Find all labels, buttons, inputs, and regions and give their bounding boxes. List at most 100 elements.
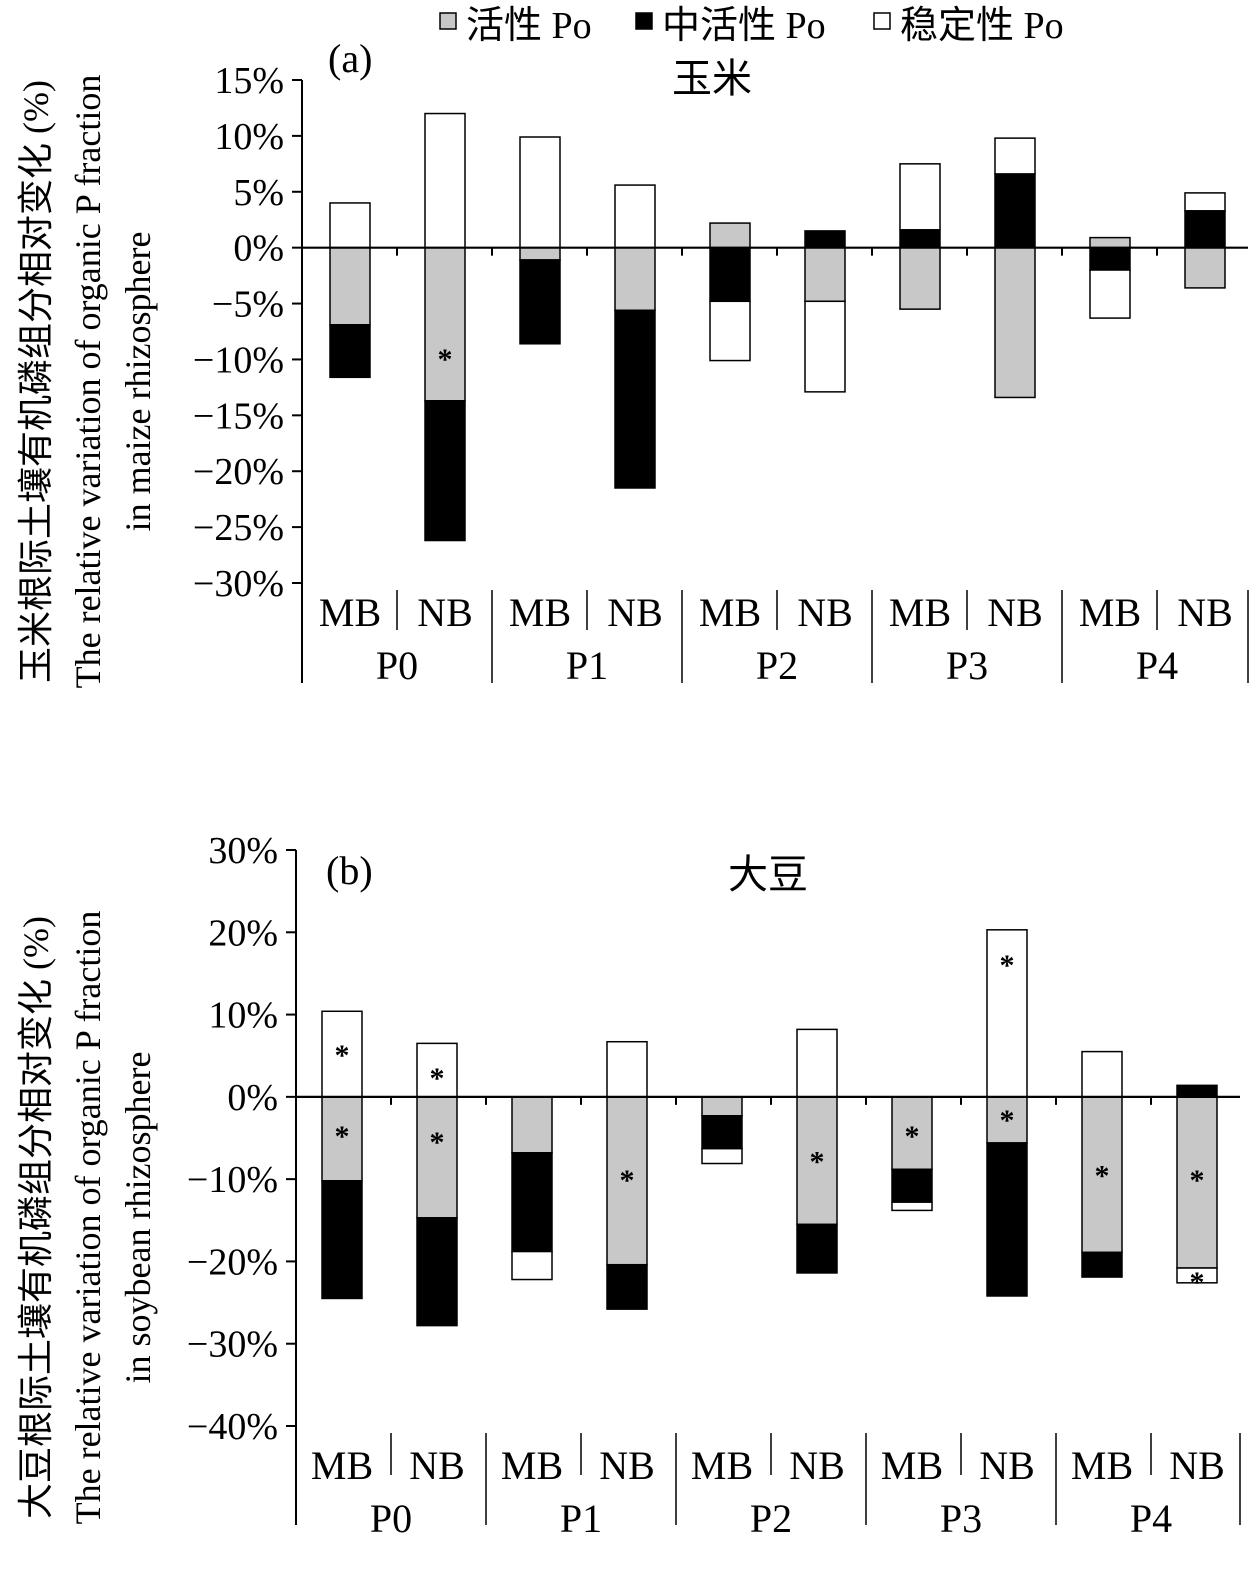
y-axis-label-line-1: The relative variation of organic P frac… (68, 911, 108, 1525)
sub-label-mb-3: MB (889, 590, 951, 635)
bar-stable-po-0 (321, 1010, 363, 1098)
panel-maize: 15% 10% 5% 0% −5% −10% −15% −20% −25% −30% MB NB P0 M… (16, 36, 1249, 689)
bar-moderate-po-1 (416, 1217, 458, 1327)
bar-stable-po-9 (1184, 192, 1226, 212)
bar-active-po-2 (511, 1096, 553, 1154)
group-label-1: P1 (566, 643, 608, 688)
group-label-3: P3 (940, 1496, 982, 1541)
significance-star-7: * (810, 1146, 825, 1179)
bar-active-po-6 (899, 246, 941, 310)
bar-stable-po-6 (899, 163, 941, 231)
significance-star-1: * (438, 485, 453, 518)
bar-stable-po-2 (519, 136, 561, 249)
y-tick-label-4: −10% (187, 1159, 278, 1201)
y-tick-label-5: −10% (193, 339, 284, 381)
significance-star-0: * (335, 1039, 350, 1072)
bar-active-po-4 (709, 222, 751, 249)
sub-label-mb-0: MB (319, 590, 381, 635)
y-tick-label-2: 5% (233, 172, 284, 214)
y-tick-label-2: 10% (208, 995, 278, 1037)
bar-moderate-po-7 (986, 1142, 1028, 1297)
panel-subtitle: 玉米 (672, 56, 752, 101)
bar-stable-po-3 (614, 184, 656, 249)
legend-swatch-active-po (439, 12, 457, 30)
sub-label-mb-2: MB (699, 590, 761, 635)
bar-moderate-po-7 (994, 173, 1036, 249)
bar-active-po-7 (994, 246, 1036, 399)
bar-stable-po-4 (701, 1147, 743, 1165)
y-axis-label-line-0: 玉米根际土壤有机磷组分相对变化 (%) (16, 80, 56, 683)
y-axis-label-line-2: in soybean rhizosphere (118, 1052, 158, 1384)
bar-moderate-po-0 (329, 324, 371, 379)
y-tick-label-8: −25% (193, 507, 284, 549)
group-label-2: P2 (756, 643, 798, 688)
significance-star-6: * (620, 1164, 635, 1197)
group-label-0: P0 (370, 1496, 412, 1541)
y-tick-label-9: −30% (193, 563, 284, 605)
bar-moderate-po-6 (899, 229, 941, 249)
sub-label-mb-4: MB (1071, 1443, 1133, 1488)
y-tick-label-5: −20% (187, 1241, 278, 1283)
bar-active-po-7 (986, 1096, 1028, 1144)
bar-moderate-po-0 (321, 1180, 363, 1300)
legend-label-moderate-po: 中活性 Po (662, 5, 826, 47)
bar-moderate-po-1 (424, 400, 466, 542)
significance-star-13: * (1190, 1164, 1205, 1197)
bar-active-po-3 (614, 246, 656, 312)
group-label-4: P4 (1130, 1496, 1172, 1541)
group-label-3: P3 (946, 643, 988, 688)
y-tick-label-7: −20% (193, 451, 284, 493)
significance-star-11: * (1000, 1240, 1015, 1273)
bar-stable-po-5 (804, 300, 846, 393)
bar-active-po-9 (1176, 1096, 1218, 1269)
y-tick-label-0: 15% (214, 60, 284, 102)
sub-label-nb-4: NB (1177, 590, 1233, 635)
y-tick-label-4: −5% (212, 284, 284, 326)
legend-label-active-po: 活性 Po (466, 5, 592, 47)
sub-label-nb-0: NB (409, 1443, 465, 1488)
significance-star-0: * (438, 343, 453, 376)
bar-moderate-po-8 (1089, 246, 1131, 271)
bar-active-po-8 (1089, 236, 1131, 249)
bar-active-po-8 (1081, 1096, 1123, 1254)
bar-active-po-4 (701, 1096, 743, 1117)
bar-stable-po-1 (416, 1042, 458, 1098)
bar-moderate-po-4 (701, 1115, 743, 1150)
bar-active-po-1 (416, 1096, 458, 1219)
legend-swatch-stable-po (873, 12, 891, 30)
legend-swatch-moderate-po (635, 12, 653, 30)
bar-stable-po-8 (1089, 269, 1131, 319)
significance-star-1: * (335, 1120, 350, 1153)
bar-active-po-6 (891, 1096, 933, 1171)
sub-label-mb-1: MB (501, 1443, 563, 1488)
significance-star-9: * (1000, 949, 1015, 982)
sub-label-nb-3: NB (987, 590, 1043, 635)
y-tick-label-3: 0% (227, 1077, 278, 1119)
sub-label-nb-0: NB (417, 590, 473, 635)
bar-active-po-1 (424, 246, 466, 402)
significance-star-3: * (430, 1062, 445, 1095)
sub-label-mb-1: MB (509, 590, 571, 635)
panel-subtitle: 大豆 (728, 852, 808, 897)
sub-label-mb-3: MB (881, 1443, 943, 1488)
y-axis-label-line-1: The relative variation of organic P frac… (68, 75, 108, 689)
bar-moderate-po-5 (796, 1223, 838, 1274)
significance-star-2: * (335, 1243, 350, 1276)
bar-active-po-2 (519, 246, 561, 261)
bar-moderate-po-3 (606, 1263, 648, 1310)
bar-active-po-5 (796, 1096, 838, 1226)
bar-stable-po-7 (986, 929, 1028, 1098)
significance-star-5: * (430, 1260, 445, 1293)
y-tick-label-1: 10% (214, 116, 284, 158)
y-tick-label-3: 0% (233, 228, 284, 270)
bar-stable-po-2 (511, 1250, 553, 1281)
sub-label-mb-0: MB (311, 1443, 373, 1488)
bar-stable-po-1 (424, 112, 466, 249)
sub-label-nb-4: NB (1169, 1443, 1225, 1488)
group-label-4: P4 (1136, 643, 1178, 688)
bar-stable-po-3 (606, 1040, 648, 1098)
bar-moderate-po-4 (709, 246, 751, 303)
bar-stable-po-5 (796, 1028, 838, 1098)
bar-active-po-5 (804, 246, 846, 303)
